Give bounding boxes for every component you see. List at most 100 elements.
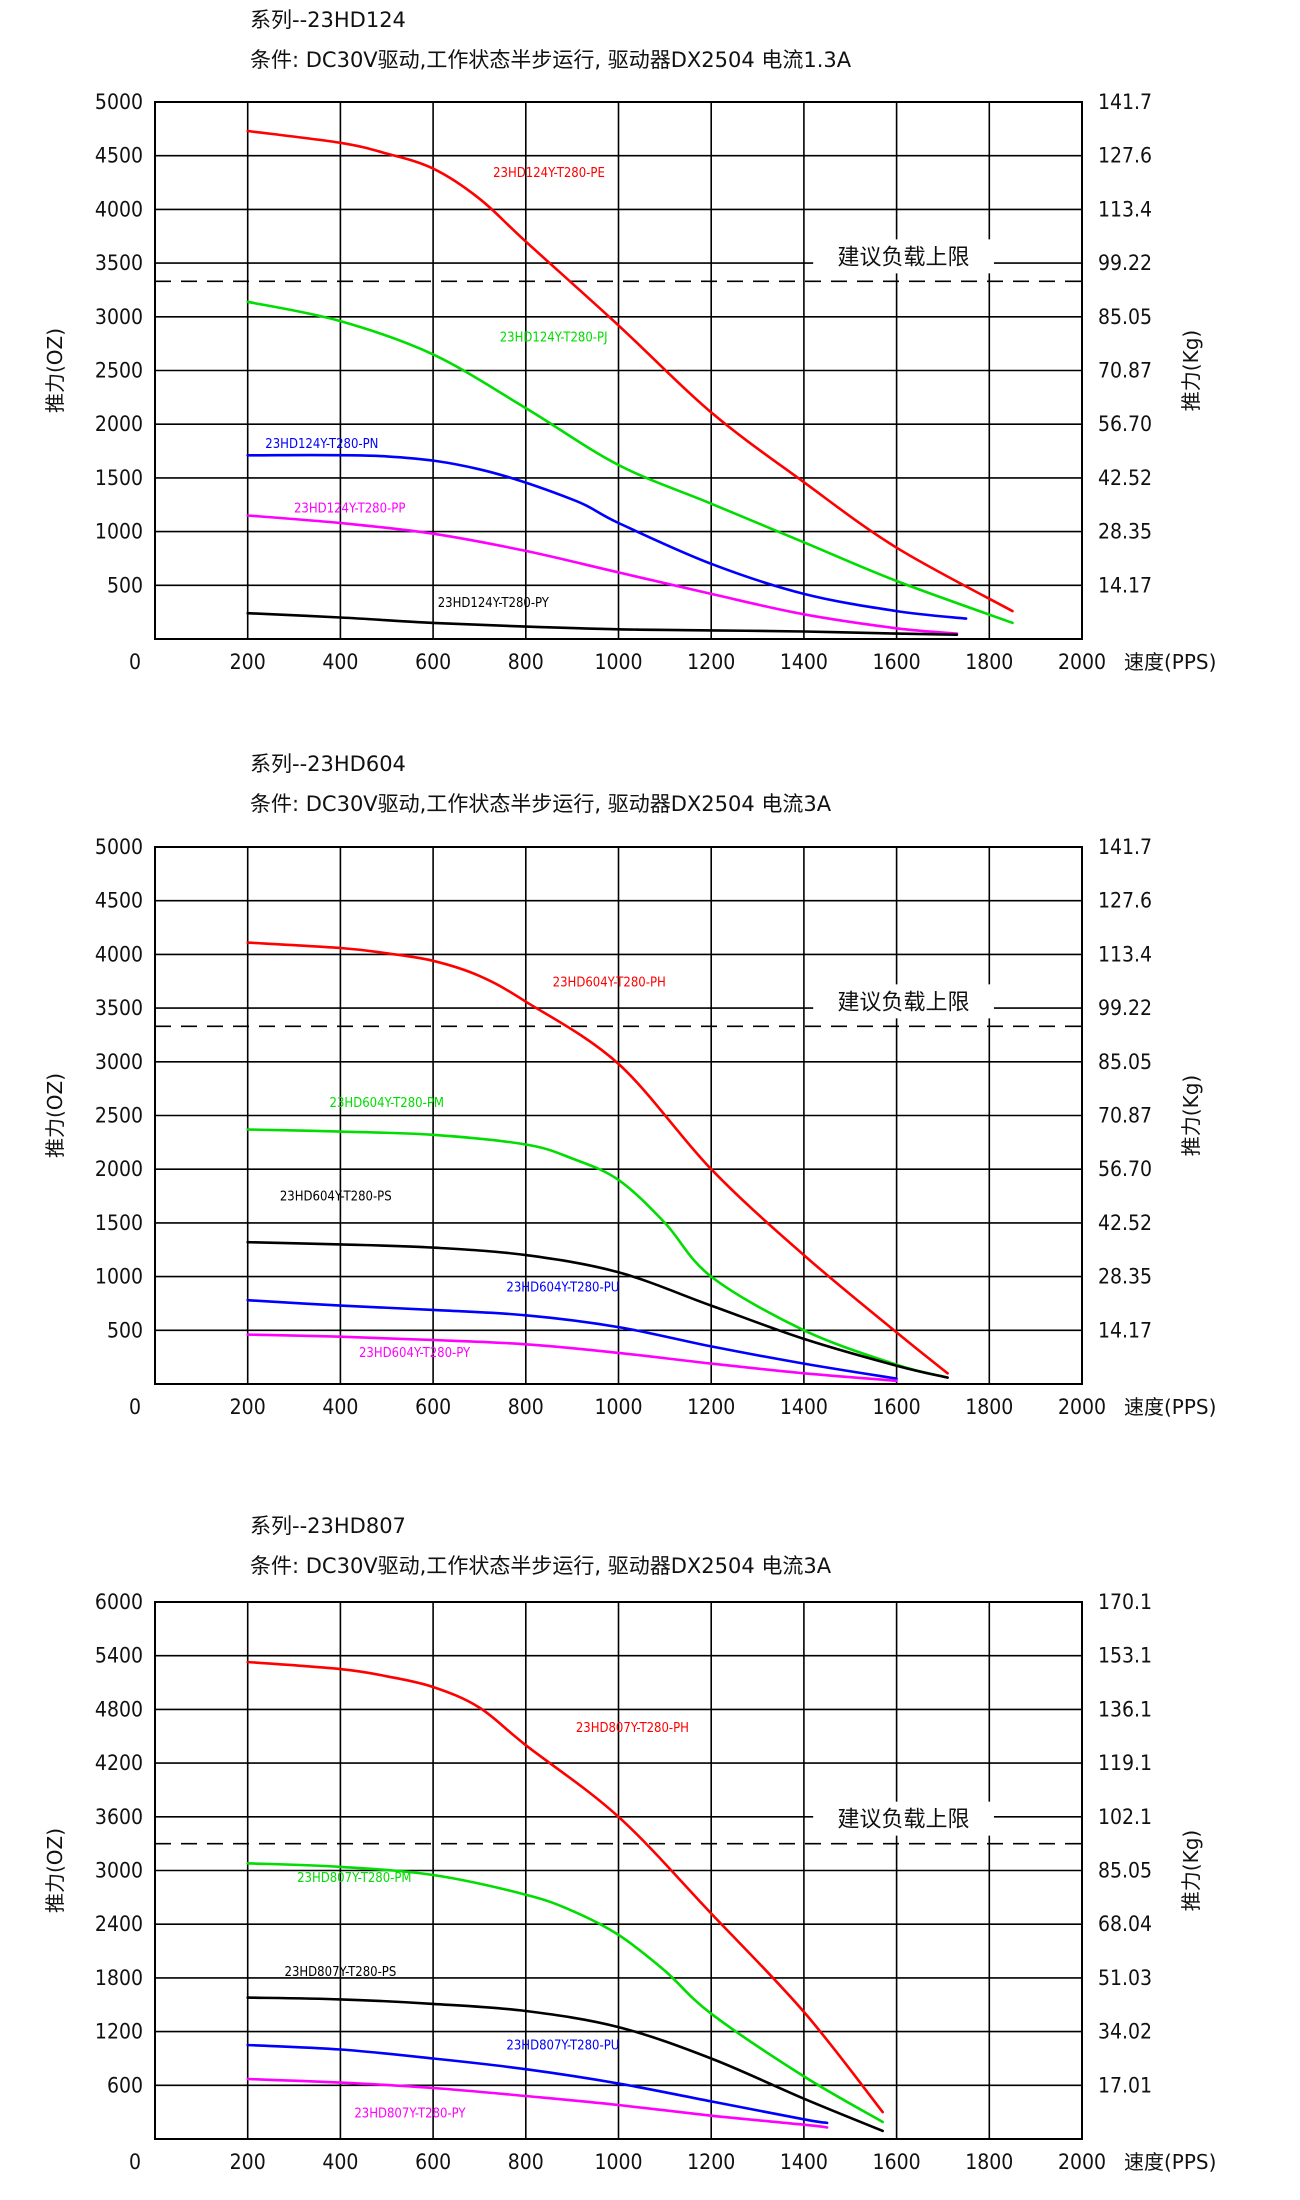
y2-tick-label: 70.87 (1098, 1104, 1152, 1128)
series-line (246, 1128, 949, 1379)
series-label: 23HD604Y-T280-PS (280, 1189, 392, 1204)
load-limit-label-bg (813, 984, 994, 1019)
y2-tick-label: 153.1 (1098, 1644, 1152, 1668)
series: 23HD124Y-T280-PN (246, 437, 968, 620)
series-line (246, 1862, 884, 2124)
series: 23HD604Y-T280-PY (246, 1333, 898, 1383)
series-line (246, 611, 959, 636)
x-tick-label: 1000 (594, 1395, 642, 1419)
y-tick-label: 3000 (95, 1050, 143, 1074)
series-label: 23HD124Y-T280-PE (493, 166, 605, 181)
y2-tick-label: 99.22 (1098, 996, 1152, 1020)
y2-tick-label: 99.22 (1098, 251, 1152, 275)
y2-tick-label: 85.05 (1098, 305, 1152, 329)
y-axis-label: 推力(OZ) (43, 1073, 67, 1158)
series-title: 系列--23HD124 (250, 8, 406, 32)
series-line (246, 453, 968, 620)
x-tick-label: 0 (129, 1395, 141, 1419)
series-line (246, 1660, 884, 2114)
x-tick-label: 400 (322, 2150, 358, 2174)
series: 23HD124Y-T280-PP (246, 501, 959, 635)
y-tick-label: 500 (107, 1318, 143, 1342)
x-tick-label: 200 (230, 650, 266, 674)
y-tick-label: 2000 (95, 1157, 143, 1181)
chart-panel-23hd604: 系列--23HD604 条件: DC30V驱动,工作状态半步运行, 驱动器DX2… (0, 740, 1300, 1460)
series-line (246, 1298, 898, 1380)
series-line (246, 1240, 949, 1379)
grid-lines (155, 102, 1082, 639)
x-tick-label: 1600 (873, 2150, 921, 2174)
x-tick-label: 800 (508, 1395, 544, 1419)
x-tick-label: 2000 (1058, 1395, 1106, 1419)
y2-tick-label: 28.35 (1098, 520, 1152, 544)
x-tick-label: 1800 (965, 650, 1013, 674)
series-label: 23HD807Y-T280-PS (285, 1965, 397, 1980)
series: 23HD807Y-T280-PY (246, 2077, 829, 2129)
y2-axis-label: 推力(Kg) (1179, 1830, 1203, 1911)
y2-tick-label: 42.52 (1098, 466, 1152, 490)
x-tick-label: 1400 (780, 1395, 828, 1419)
load-limit-label: 建议负载上限 (838, 245, 970, 270)
series: 23HD807Y-T280-PS (246, 1965, 884, 2133)
x-tick-label: 800 (508, 2150, 544, 2174)
x-tick-label: 800 (508, 650, 544, 674)
y2-tick-label: 113.4 (1098, 942, 1152, 966)
y2-tick-label: 68.04 (1098, 1912, 1152, 1936)
y2-tick-label: 85.05 (1098, 1050, 1152, 1074)
y2-tick-label: 14.17 (1098, 1318, 1152, 1342)
y-axis-label: 推力(OZ) (43, 1828, 67, 1913)
x-tick-label: 2000 (1058, 2150, 1106, 2174)
x-tick-label: 1200 (687, 2150, 735, 2174)
y-tick-label: 3500 (95, 996, 143, 1020)
series-label: 23HD124Y-T280-PY (438, 596, 550, 611)
load-limit-label-bg (813, 239, 994, 274)
y2-tick-label: 113.4 (1098, 197, 1152, 221)
series-line (246, 1333, 898, 1383)
x-tick-label: 1800 (965, 2150, 1013, 2174)
y-tick-label: 3000 (95, 1859, 143, 1883)
series-label: 23HD604Y-T280-PU (506, 1281, 619, 1296)
y2-tick-label: 34.02 (1098, 2020, 1152, 2044)
series: 23HD604Y-T280-PM (246, 1096, 949, 1379)
x-tick-label: 400 (322, 1395, 358, 1419)
y2-tick-label: 141.7 (1098, 835, 1152, 859)
y-tick-label: 2400 (95, 1912, 143, 1936)
y2-tick-label: 70.87 (1098, 359, 1152, 383)
y-tick-label: 6000 (95, 1590, 143, 1614)
y2-tick-label: 17.01 (1098, 2073, 1152, 2097)
y-axis-label: 推力(OZ) (43, 328, 67, 413)
y-tick-label: 3500 (95, 251, 143, 275)
y-tick-label: 3600 (95, 1805, 143, 1829)
y-tick-label: 4000 (95, 942, 143, 966)
x-tick-label: 1600 (873, 650, 921, 674)
series-line (246, 300, 1014, 625)
y2-tick-label: 141.7 (1098, 90, 1152, 114)
load-limit: 建议负载上限 (155, 239, 1082, 283)
series: 23HD124Y-T280-PY (246, 596, 959, 636)
chart-panel-23hd807: 系列--23HD807 条件: DC30V驱动,工作状态半步运行, 驱动器DX2… (0, 1480, 1300, 2200)
series-label: 23HD807Y-T280-PY (354, 2107, 466, 2122)
y-tick-label: 1000 (95, 520, 143, 544)
y-tick-label: 5000 (95, 90, 143, 114)
x-tick-label: 200 (230, 1395, 266, 1419)
plot-frame (154, 1601, 1083, 2140)
series: 23HD604Y-T280-PU (246, 1281, 898, 1380)
series-line (246, 514, 959, 635)
series-label: 23HD604Y-T280-PH (553, 976, 666, 991)
load-limit-label: 建议负载上限 (838, 1808, 970, 1833)
y-tick-label: 3000 (95, 305, 143, 329)
y2-tick-label: 170.1 (1098, 1590, 1152, 1614)
y-tick-label: 4800 (95, 1697, 143, 1721)
x-tick-label: 1600 (873, 1395, 921, 1419)
series: 23HD807Y-T280-PU (246, 2039, 829, 2125)
x-tick-label: 1000 (594, 650, 642, 674)
y-tick-label: 600 (107, 2073, 143, 2097)
x-tick-label: 1800 (965, 1395, 1013, 1419)
y-tick-label: 4000 (95, 197, 143, 221)
test-condition: 条件: DC30V驱动,工作状态半步运行, 驱动器DX2504 电流3A (250, 1554, 832, 1578)
y-tick-label: 5000 (95, 835, 143, 859)
x-tick-label: 600 (415, 650, 451, 674)
plot-frame (154, 846, 1083, 1385)
series-label: 23HD604Y-T280-PY (359, 1346, 471, 1361)
x-tick-label: 1200 (687, 1395, 735, 1419)
